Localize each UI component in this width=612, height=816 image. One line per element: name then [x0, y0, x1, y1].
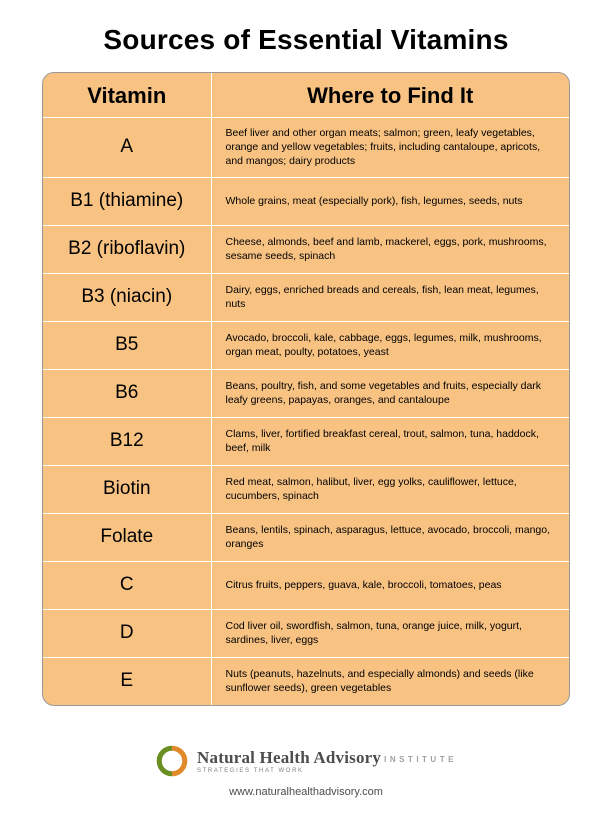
- table-row: B6Beans, poultry, fish, and some vegetab…: [43, 369, 569, 417]
- vitamin-name: Biotin: [43, 470, 211, 508]
- vitamin-source: Cheese, almonds, beef and lamb, mackerel…: [212, 227, 570, 271]
- vitamin-name: Folate: [43, 518, 211, 556]
- table-row: FolateBeans, lentils, spinach, asparagus…: [43, 513, 569, 561]
- vitamin-source: Dairy, eggs, enriched breads and cereals…: [212, 275, 570, 319]
- table-row: B3 (niacin)Dairy, eggs, enriched breads …: [43, 273, 569, 321]
- vitamin-source: Beef liver and other organ meats; salmon…: [212, 118, 570, 177]
- vitamin-name: B1 (thiamine): [43, 182, 211, 220]
- vitamin-name: C: [43, 566, 211, 604]
- footer-url: www.naturalhealthadvisory.com: [0, 786, 612, 798]
- vitamin-name: B6: [43, 374, 211, 412]
- brand-logo: Natural Health AdvisoryINSTITUTE STRATEG…: [155, 744, 457, 778]
- vitamin-source: Cod liver oil, swordfish, salmon, tuna, …: [212, 611, 570, 655]
- table-row: CCitrus fruits, peppers, guava, kale, br…: [43, 561, 569, 609]
- brand-name: Natural Health AdvisoryINSTITUTE: [197, 749, 457, 766]
- vitamins-table: Vitamin Where to Find It ABeef liver and…: [43, 73, 569, 705]
- table-row: BiotinRed meat, salmon, halibut, liver, …: [43, 465, 569, 513]
- vitamin-name: E: [43, 662, 211, 700]
- col-header-source: Where to Find It: [211, 73, 569, 118]
- brand-tagline: STRATEGIES THAT WORK: [197, 768, 457, 774]
- table-row: B2 (riboflavin)Cheese, almonds, beef and…: [43, 225, 569, 273]
- page-title: Sources of Essential Vitamins: [0, 24, 612, 56]
- brand-institute: INSTITUTE: [384, 755, 457, 764]
- vitamin-name: B12: [43, 422, 211, 460]
- vitamin-name: B2 (riboflavin): [43, 230, 211, 268]
- vitamin-source: Clams, liver, fortified breakfast cereal…: [212, 419, 570, 463]
- vitamin-source: Nuts (peanuts, hazelnuts, and especially…: [212, 659, 570, 703]
- table-header-row: Vitamin Where to Find It: [43, 73, 569, 118]
- table-row: ENuts (peanuts, hazelnuts, and especiall…: [43, 657, 569, 705]
- vitamin-source: Avocado, broccoli, kale, cabbage, eggs, …: [212, 323, 570, 367]
- vitamin-name: B5: [43, 326, 211, 364]
- vitamin-name: B3 (niacin): [43, 278, 211, 316]
- table-row: B12Clams, liver, fortified breakfast cer…: [43, 417, 569, 465]
- vitamin-source: Red meat, salmon, halibut, liver, egg yo…: [212, 467, 570, 511]
- vitamin-name: D: [43, 614, 211, 652]
- vitamin-source: Beans, lentils, spinach, asparagus, lett…: [212, 515, 570, 559]
- table-row: B5Avocado, broccoli, kale, cabbage, eggs…: [43, 321, 569, 369]
- vitamin-source: Whole grains, meat (especially pork), fi…: [212, 186, 570, 216]
- vitamin-name: A: [43, 128, 211, 166]
- footer: Natural Health AdvisoryINSTITUTE STRATEG…: [0, 744, 612, 798]
- table-row: DCod liver oil, swordfish, salmon, tuna,…: [43, 609, 569, 657]
- table-row: ABeef liver and other organ meats; salmo…: [43, 118, 569, 178]
- vitamins-table-container: Vitamin Where to Find It ABeef liver and…: [42, 72, 570, 706]
- vitamin-source: Beans, poultry, fish, and some vegetable…: [212, 371, 570, 415]
- vitamin-source: Citrus fruits, peppers, guava, kale, bro…: [212, 570, 570, 600]
- logo-text-block: Natural Health AdvisoryINSTITUTE STRATEG…: [197, 749, 457, 774]
- col-header-vitamin: Vitamin: [43, 73, 211, 118]
- table-row: B1 (thiamine)Whole grains, meat (especia…: [43, 177, 569, 225]
- logo-ring-icon: [155, 744, 189, 778]
